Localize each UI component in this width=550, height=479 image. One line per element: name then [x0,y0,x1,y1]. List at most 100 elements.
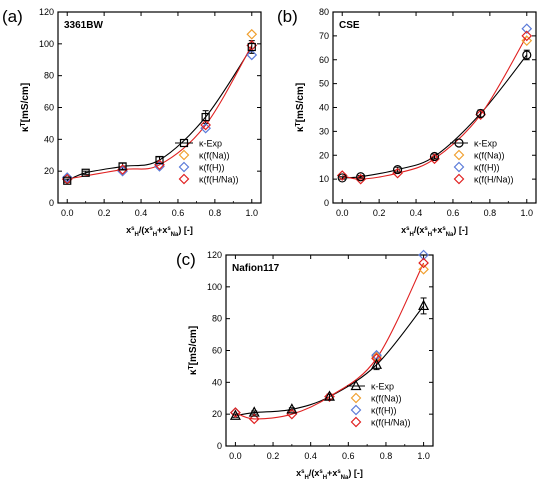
y-tick-label: 60 [319,55,329,65]
legend-marker [350,392,362,404]
x-axis-label: xsH/(xsH+xsNa) [-] [296,468,363,479]
data-point [81,168,90,177]
data-point [286,403,298,414]
series-name: Nafion117 [232,263,280,274]
x-tick-label: 0.0 [336,208,349,218]
legend-marker [178,161,190,173]
y-tick-label: 100 [39,39,54,49]
legend-label: κ(f(H)) [199,163,225,173]
y-tick-label: 80 [44,71,54,81]
data-point [371,358,383,369]
y-axis-label: κT[mS/cm] [295,83,307,132]
legend-marker [453,149,465,161]
data-point [63,176,72,185]
fit-curve [342,35,528,180]
x-tick-label: 0.4 [410,208,423,218]
data-point [418,257,429,269]
data-point [246,49,258,61]
legend-label: κ(f(Na)) [474,151,505,161]
legend-marker [178,149,190,161]
legend-marker [350,416,362,428]
data-point [201,112,210,122]
x-tick-label: 0.6 [447,208,460,218]
y-tick-label: 60 [212,346,222,356]
data-point [475,109,486,121]
panel-0: (a) 0.0 0.2 0.4 0.6 0.8 1.0 0 20 40 60 80 100 120 3361… [2,7,262,238]
x-tick-label: 0.0 [229,451,242,461]
legend-marker [350,404,362,416]
y-axis-label: κT[mS/cm] [188,326,200,375]
fit-curve [67,45,253,180]
x-tick-label: 0.8 [209,208,222,218]
y-tick-label: 20 [319,150,329,160]
x-tick-label: 0.4 [135,208,148,218]
x-axis-label: xsH/(xsH+xsNa) [-] [126,225,193,238]
x-tick-label: 0.2 [267,451,280,461]
x-tick-label: 0.0 [61,208,74,218]
legend-marker [454,138,464,148]
data-point [371,353,382,364]
legend-label: κ(f(Na)) [199,151,230,161]
x-tick-label: 0.2 [98,208,111,218]
y-tick-label: 0 [324,198,329,208]
y-tick-label: 10 [319,174,329,184]
data-point [429,153,440,165]
y-tick-label: 120 [39,7,54,17]
y-tick-label: 0 [217,441,222,451]
y-tick-label: 80 [212,314,222,324]
data-point [248,413,260,425]
x-tick-label: 0.4 [304,451,317,461]
data-point [356,172,366,182]
series-name: 3361BW [64,20,103,31]
data-point [418,299,430,311]
data-point [392,164,403,175]
panel-label: (b) [277,7,298,26]
y-tick-label: 20 [212,409,222,419]
panel-2: (c) 0.0 0.2 0.4 0.6 0.8 1.0 0 20 40 60 80 100 120 Nafi… [176,249,434,479]
data-point [324,390,335,401]
data-point [418,249,429,261]
x-tick-label: 1.0 [521,208,534,218]
data-point [336,170,348,181]
legend-marker [453,173,465,185]
y-axis-label: κT[mS/cm] [20,83,32,132]
data-point [371,351,382,363]
data-point [521,23,533,35]
data-point [248,406,260,417]
data-point [324,391,335,403]
y-tick-label: 0 [49,198,54,208]
exp-curve [66,46,253,182]
data-point [337,173,347,183]
data-point [521,30,533,42]
x-tick-label: 0.2 [373,208,386,218]
data-point [355,173,367,185]
panel-label: (c) [176,250,196,269]
data-point [418,263,429,275]
legend-label: κ(f(H)) [474,163,500,173]
y-tick-label: 40 [319,103,329,113]
legend-label: κ(f(H)) [371,406,397,416]
legend-marker [179,138,189,148]
x-tick-label: 0.6 [172,208,185,218]
y-tick-label: 70 [319,31,329,41]
data-point [154,161,165,172]
x-axis-label: xsH/(xsH+xsNa) [-] [401,225,468,238]
x-tick-label: 1.0 [417,451,430,461]
x-tick-label: 0.6 [342,451,355,461]
x-tick-label: 0.8 [380,451,393,461]
legend-label: κ(f(H/Na)) [199,175,239,185]
exp-curve [235,305,425,417]
x-tick-label: 1.0 [246,208,259,218]
legend-label: κ-Exp [371,382,394,392]
legend-label: κ(f(H/Na)) [474,175,514,185]
data-point [200,119,211,131]
y-tick-label: 50 [319,79,329,89]
data-point [247,42,256,52]
x-tick-label: 0.8 [484,208,497,218]
legend-label: κ(f(H/Na)) [371,418,411,428]
legend-marker [453,161,465,173]
legend-marker [350,379,362,391]
panel-label: (a) [2,7,23,26]
y-tick-label: 30 [319,126,329,136]
y-tick-label: 20 [44,166,54,176]
